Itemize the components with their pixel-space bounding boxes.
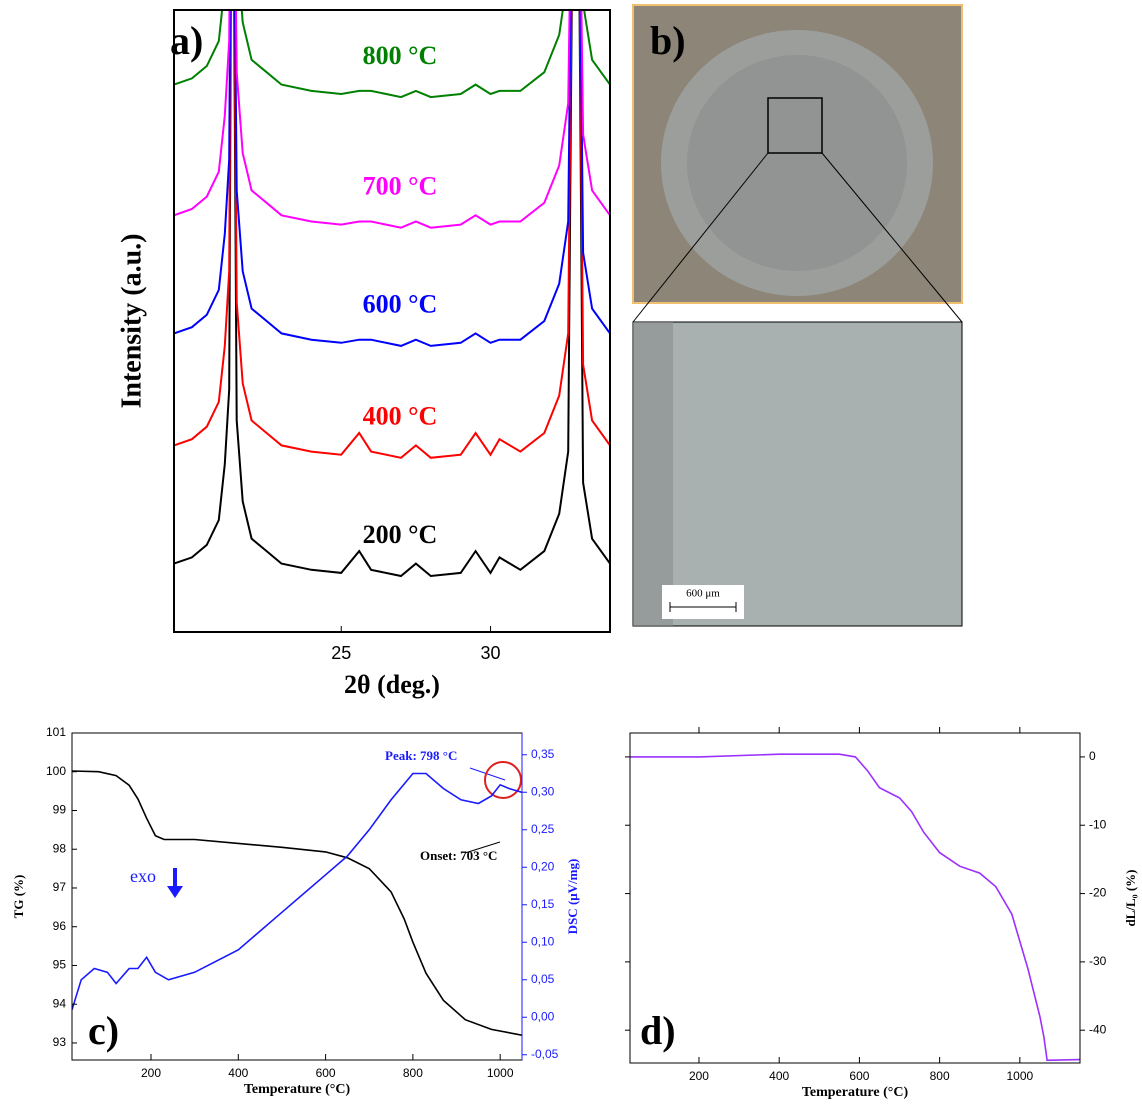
y2-tick-label: -20 [1089, 886, 1107, 900]
series-label: 600 °C [363, 290, 438, 319]
y2-tick-label: -40 [1089, 1022, 1107, 1036]
series-label: 800 °C [363, 41, 438, 70]
series-line [630, 754, 1080, 1060]
x-tick-label: 400 [228, 1066, 248, 1080]
highlight-circle [485, 762, 521, 798]
x-tick-label: 30 [481, 643, 501, 663]
y2-tick-label: -0,05 [531, 1047, 559, 1061]
x-tick-label: 200 [141, 1066, 161, 1080]
photo-panel: 600 μm b) [633, 5, 962, 626]
y2-tick-label: 0,20 [531, 859, 555, 873]
y-tick-label: 93 [53, 1035, 67, 1049]
series-line [174, 0, 610, 576]
series-label: 700 °C [363, 172, 438, 201]
y-axis-label: Intensity (a.u.) [116, 233, 147, 408]
plot-frame [630, 733, 1080, 1063]
y-tick-label: 98 [53, 841, 67, 855]
figure: 600 μm b) 200 °C 400 °C 600 °C 700 °C 800 °C… [0, 0, 1142, 1119]
y2-axis-label: dL/L₀ (%) [1123, 870, 1138, 927]
x-tick-label: 600 [849, 1069, 869, 1083]
x-tick-label: 1000 [487, 1066, 514, 1080]
x-axis-label: Temperature (°C) [802, 1085, 909, 1100]
x-tick-label: 800 [930, 1069, 950, 1083]
panel-label: b) [650, 18, 686, 63]
y-tick-label: 101 [46, 725, 66, 739]
y-tick-label: 95 [53, 958, 67, 972]
y-axis-label: TG (%) [11, 875, 26, 919]
x-axis-label: Temperature (°C) [244, 1082, 351, 1097]
x-tick-label: 25 [331, 643, 351, 663]
y2-tick-label: 0,35 [531, 747, 555, 761]
annotation: exo [130, 866, 156, 886]
y-tick-label: 99 [53, 803, 67, 817]
series-line [72, 774, 522, 1010]
y2-tick-label: 0,25 [531, 822, 555, 836]
annotation: Onset: 703 °C [420, 848, 497, 863]
annotation-arrows [167, 762, 521, 898]
x-tick-label: 1000 [1006, 1069, 1033, 1083]
x-axis-label: 2θ (deg.) [344, 670, 440, 699]
photo-shade [633, 322, 673, 626]
x-tick-label: 600 [316, 1066, 336, 1080]
annotation: Peak: 798 °C [385, 748, 457, 763]
x-tick-label: 400 [769, 1069, 789, 1083]
photo-zoom [633, 322, 962, 626]
y2-tick-label: -30 [1089, 954, 1107, 968]
y2-tick-label: 0,05 [531, 972, 555, 986]
disk-center [687, 55, 907, 271]
panel-label: a) [170, 18, 203, 63]
series-label: 400 °C [363, 402, 438, 431]
y2-tick-label: -10 [1089, 817, 1107, 831]
y-tick-label: 97 [53, 880, 67, 894]
panel-label: c) [88, 1008, 119, 1053]
x-tick-label: 800 [403, 1066, 423, 1080]
y2-tick-label: 0 [1089, 749, 1096, 763]
y2-tick-label: 0,15 [531, 897, 555, 911]
y-tick-label: 96 [53, 919, 67, 933]
series-line [72, 771, 522, 1035]
y2-tick-label: 0,30 [531, 784, 555, 798]
y2-tick-label: 0,10 [531, 934, 555, 948]
x-tick-label: 200 [689, 1069, 709, 1083]
y2-tick-label: 0,00 [531, 1009, 555, 1023]
panel-label: d) [640, 1008, 676, 1053]
y-tick-label: 100 [46, 764, 66, 778]
y-tick-label: 94 [53, 996, 67, 1010]
arrow-head [167, 886, 183, 898]
series-label: 200 °C [363, 520, 438, 549]
scale-label: 600 μm [686, 588, 720, 600]
y2-axis-label: DSC (μV/mg) [565, 859, 580, 935]
